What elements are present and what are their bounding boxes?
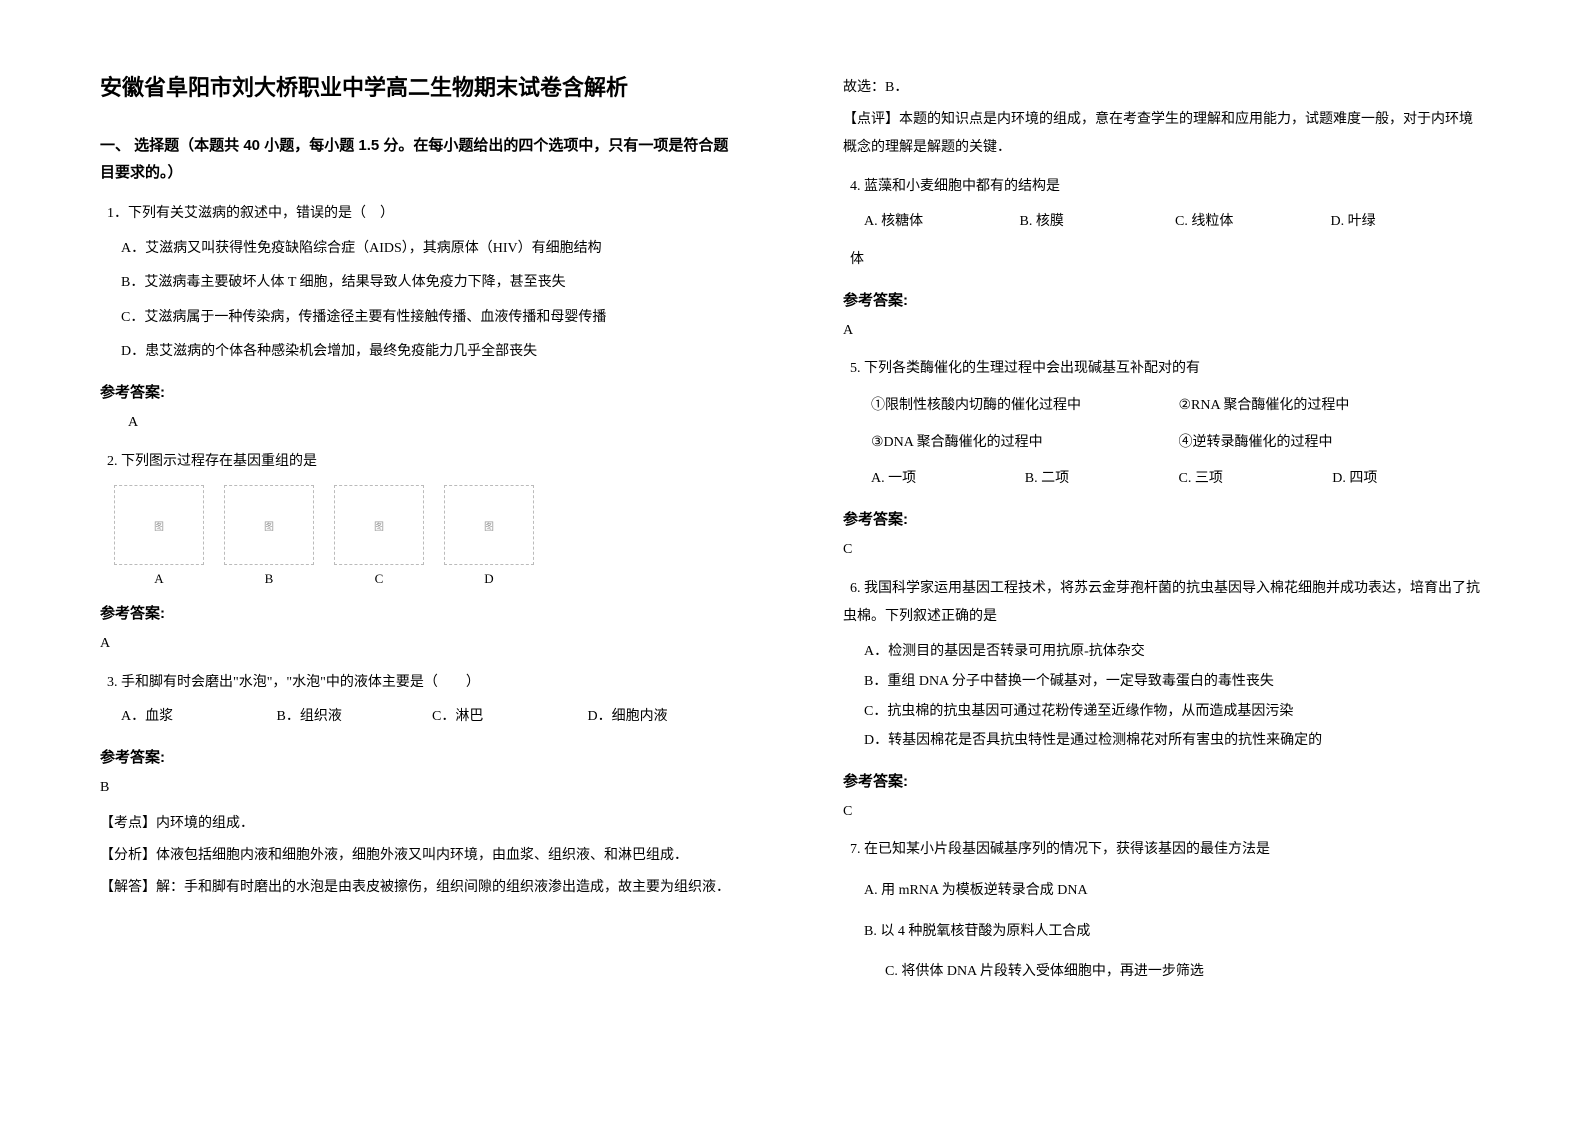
diagram-icon: 图 [444, 485, 534, 565]
q5-option-b: B. 二项 [1025, 466, 1179, 493]
q2-label-c: C [375, 571, 384, 587]
right-column: 故选：B． 【点评】本题的知识点是内环境的组成，意在考查学生的理解和应用能力，试… [793, 0, 1586, 1040]
q4-stem: 4. 蓝藻和小麦细胞中都有的结构是 [843, 174, 1486, 201]
q4-options: A. 核糖体 B. 核膜 C. 线粒体 D. 叶绿 [843, 209, 1486, 236]
q1-option-b: B．艾滋病毒主要破坏人体 T 细胞，结果导致人体免疫力下降，甚至丧失 [100, 270, 743, 297]
q4-option-c: C. 线粒体 [1175, 209, 1331, 236]
answer-heading: 参考答案: [843, 508, 1486, 529]
q3-stem: 3. 手和脚有时会磨出"水泡"，"水泡"中的液体主要是（ ） [100, 670, 743, 697]
q7-option-c: C. 将供体 DNA 片段转入受体细胞中，再进一步筛选 [843, 959, 1486, 986]
q5-sub2: ③DNA 聚合酶催化的过程中 ④逆转录酶催化的过程中 [843, 430, 1486, 457]
q5-answer: C [843, 537, 1486, 564]
diagram-icon: 图 [334, 485, 424, 565]
q5-s1: ①限制性核酸内切酶的催化过程中 [871, 393, 1179, 420]
q3-analysis2: 【解答】解：手和脚有时磨出的水泡是由表皮被擦伤，组织间隙的组织液渗出造成，故主要… [100, 874, 743, 902]
q1-option-a: A．艾滋病又叫获得性免疫缺陷综合症（AIDS），其病原体（HIV）有细胞结构 [100, 236, 743, 263]
q5-sub1: ①限制性核酸内切酶的催化过程中 ②RNA 聚合酶催化的过程中 [843, 393, 1486, 420]
q5-s2: ②RNA 聚合酶催化的过程中 [1179, 393, 1487, 420]
q3-option-d: D．细胞内液 [588, 704, 714, 731]
q3-option-b: B．组织液 [277, 704, 403, 731]
q4-option-a: A. 核糖体 [864, 209, 1020, 236]
q3-answer-line: 故选：B． [843, 74, 1486, 102]
q2-label-d: D [484, 571, 493, 587]
q5-options: A. 一项 B. 二项 C. 三项 D. 四项 [843, 466, 1486, 493]
q3-option-a: A．血浆 [121, 704, 247, 731]
page-title: 安徽省阜阳市刘大桥职业中学高二生物期末试卷含解析 [100, 70, 743, 102]
q6-option-b: B．重组 DNA 分子中替换一个碱基对，一定导致毒蛋白的毒性丧失 [843, 669, 1486, 696]
q6-answer: C [843, 799, 1486, 826]
answer-heading: 参考答案: [843, 770, 1486, 791]
q3-answer: B [100, 775, 743, 802]
q5-s3: ③DNA 聚合酶催化的过程中 [871, 430, 1179, 457]
q2-image-a: 图 A [114, 485, 204, 587]
q1-option-c: C．艾滋病属于一种传染病，传播途径主要有性接触传播、血液传播和母婴传播 [100, 305, 743, 332]
q4-option-d: D. 叶绿 [1331, 209, 1487, 236]
q5-option-d: D. 四项 [1332, 466, 1486, 493]
q2-label-b: B [265, 571, 274, 587]
q3-comment: 【点评】本题的知识点是内环境的组成，意在考查学生的理解和应用能力，试题难度一般，… [843, 106, 1486, 162]
q1-answer: A [100, 410, 743, 437]
q5-option-c: C. 三项 [1179, 466, 1333, 493]
q4-answer: A [843, 318, 1486, 345]
q7-option-a: A. 用 mRNA 为模板逆转录合成 DNA [843, 878, 1486, 905]
q3-option-c: C．淋巴 [432, 704, 558, 731]
q6-option-d: D．转基因棉花是否具抗虫特性是通过检测棉花对所有害虫的抗性来确定的 [843, 728, 1486, 755]
q2-image-row: 图 A 图 B 图 C 图 D [100, 485, 743, 587]
q1-stem: 1．下列有关艾滋病的叙述中，错误的是（ ） [100, 201, 743, 228]
q2-image-b: 图 B [224, 485, 314, 587]
q5-s4: ④逆转录酶催化的过程中 [1179, 430, 1487, 457]
diagram-icon: 图 [224, 485, 314, 565]
q2-image-c: 图 C [334, 485, 424, 587]
q4-option-b: B. 核膜 [1020, 209, 1176, 236]
answer-heading: 参考答案: [100, 746, 743, 767]
q7-option-b: B. 以 4 种脱氧核苷酸为原料人工合成 [843, 919, 1486, 946]
q6-option-a: A．检测目的基因是否转录可用抗原-抗体杂交 [843, 639, 1486, 666]
answer-heading: 参考答案: [100, 602, 743, 623]
q2-stem: 2. 下列图示过程存在基因重组的是 [100, 449, 743, 476]
q5-stem: 5. 下列各类酶催化的生理过程中会出现碱基互补配对的有 [843, 356, 1486, 383]
q3-analysis1: 【分析】体液包括细胞内液和细胞外液，细胞外液又叫内环境，由血浆、组织液、和淋巴组… [100, 842, 743, 870]
q2-image-d: 图 D [444, 485, 534, 587]
q6-stem: 6. 我国科学家运用基因工程技术，将苏云金芽孢杆菌的抗虫基因导入棉花细胞并成功表… [843, 575, 1486, 631]
q5-option-a: A. 一项 [871, 466, 1025, 493]
q6-option-c: C．抗虫棉的抗虫基因可通过花粉传递至近缘作物，从而造成基因污染 [843, 699, 1486, 726]
diagram-icon: 图 [114, 485, 204, 565]
section-heading: 一、 选择题（本题共 40 小题，每小题 1.5 分。在每小题给出的四个选项中，… [100, 132, 743, 186]
q1-option-d: D．患艾滋病的个体各种感染机会增加，最终免疫能力几乎全部丧失 [100, 339, 743, 366]
q3-options: A．血浆 B．组织液 C．淋巴 D．细胞内液 [100, 704, 743, 731]
answer-heading: 参考答案: [843, 289, 1486, 310]
q7-stem: 7. 在已知某小片段基因碱基序列的情况下，获得该基因的最佳方法是 [843, 837, 1486, 864]
q4-tail: 体 [843, 247, 1486, 274]
left-column: 安徽省阜阳市刘大桥职业中学高二生物期末试卷含解析 一、 选择题（本题共 40 小… [0, 0, 793, 1040]
q2-answer: A [100, 631, 743, 658]
q3-point: 【考点】内环境的组成． [100, 810, 743, 838]
answer-heading: 参考答案: [100, 381, 743, 402]
q2-label-a: A [154, 571, 163, 587]
